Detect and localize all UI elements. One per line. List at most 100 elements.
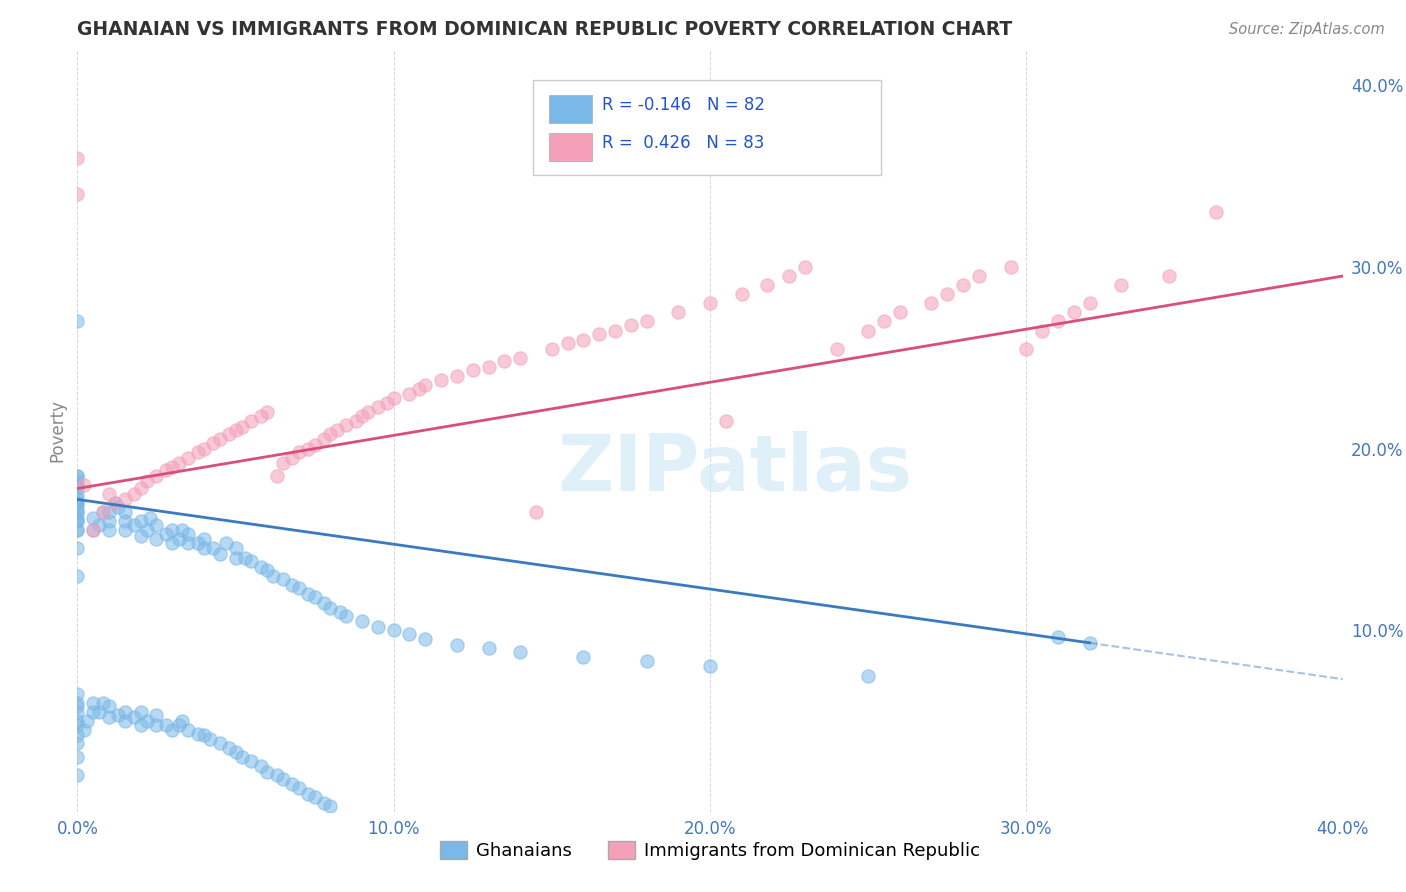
Point bbox=[66, 728, 89, 742]
Point bbox=[129, 705, 152, 719]
Point bbox=[114, 505, 136, 519]
Point bbox=[731, 287, 754, 301]
Point bbox=[66, 314, 89, 328]
Point bbox=[107, 708, 129, 723]
Point bbox=[250, 409, 273, 423]
Point bbox=[66, 714, 89, 728]
Point bbox=[91, 505, 114, 519]
Point bbox=[509, 645, 531, 659]
Point bbox=[297, 442, 319, 456]
Point bbox=[921, 296, 943, 310]
Point bbox=[271, 772, 294, 786]
Point bbox=[66, 487, 89, 501]
Point bbox=[218, 427, 240, 442]
Point bbox=[98, 505, 120, 519]
Point bbox=[699, 659, 721, 673]
Point bbox=[1078, 636, 1101, 650]
Point bbox=[170, 714, 193, 728]
Point bbox=[572, 333, 595, 347]
Point bbox=[129, 717, 152, 731]
Point bbox=[145, 468, 167, 483]
Point bbox=[89, 705, 111, 719]
Point bbox=[162, 723, 183, 737]
Point bbox=[162, 536, 183, 550]
Point bbox=[304, 438, 326, 452]
Point bbox=[124, 710, 146, 724]
Point bbox=[477, 641, 501, 656]
Point bbox=[446, 368, 468, 383]
Point bbox=[605, 324, 627, 338]
Point bbox=[413, 632, 436, 647]
Point bbox=[256, 405, 278, 419]
Point bbox=[177, 527, 200, 541]
Point bbox=[200, 732, 222, 747]
Point bbox=[408, 382, 430, 396]
Point bbox=[66, 687, 89, 701]
Point bbox=[319, 601, 342, 615]
Point bbox=[250, 559, 273, 574]
Point bbox=[344, 414, 367, 428]
Point bbox=[129, 514, 152, 528]
Point bbox=[319, 427, 342, 442]
Point bbox=[524, 505, 547, 519]
Text: R =  0.426   N = 83: R = 0.426 N = 83 bbox=[603, 134, 765, 152]
Point bbox=[620, 318, 643, 332]
Point bbox=[215, 536, 238, 550]
Point bbox=[231, 750, 253, 764]
Point bbox=[139, 510, 162, 524]
Point bbox=[66, 492, 89, 507]
Point bbox=[477, 359, 501, 374]
Point bbox=[398, 627, 420, 641]
Point bbox=[129, 529, 152, 543]
Point bbox=[73, 478, 96, 492]
Point bbox=[66, 523, 89, 537]
Point bbox=[240, 414, 263, 428]
Point bbox=[114, 492, 136, 507]
Point bbox=[66, 505, 89, 519]
Point bbox=[202, 541, 225, 556]
Point bbox=[233, 550, 256, 565]
Point bbox=[66, 514, 89, 528]
Point bbox=[193, 442, 215, 456]
Point bbox=[288, 582, 311, 596]
Legend: Ghanaians, Immigrants from Dominican Republic: Ghanaians, Immigrants from Dominican Rep… bbox=[433, 834, 987, 868]
Point bbox=[170, 523, 193, 537]
Point bbox=[193, 728, 215, 742]
Point bbox=[208, 547, 231, 561]
Point bbox=[312, 796, 335, 810]
Point bbox=[76, 714, 98, 728]
Point bbox=[193, 541, 215, 556]
Point bbox=[145, 533, 167, 547]
Point bbox=[699, 296, 721, 310]
Text: GHANAIAN VS IMMIGRANTS FROM DOMINICAN REPUBLIC POVERTY CORRELATION CHART: GHANAIAN VS IMMIGRANTS FROM DOMINICAN RE… bbox=[77, 21, 1012, 39]
Point bbox=[398, 387, 420, 401]
Point bbox=[66, 523, 89, 537]
Point bbox=[66, 768, 89, 782]
Point bbox=[304, 790, 326, 805]
Point bbox=[66, 696, 89, 710]
Point bbox=[98, 523, 120, 537]
Point bbox=[557, 336, 579, 351]
Point bbox=[124, 487, 146, 501]
Point bbox=[271, 456, 294, 470]
Point bbox=[66, 510, 89, 524]
Point bbox=[66, 478, 89, 492]
Point bbox=[572, 650, 595, 665]
Point bbox=[155, 463, 177, 477]
Point bbox=[167, 717, 190, 731]
Point bbox=[256, 764, 278, 779]
Point bbox=[135, 714, 157, 728]
Point bbox=[91, 505, 114, 519]
Point bbox=[1157, 268, 1180, 283]
Point bbox=[357, 405, 380, 419]
Point bbox=[319, 799, 342, 814]
Point bbox=[1046, 314, 1069, 328]
Point bbox=[73, 723, 96, 737]
Point bbox=[98, 514, 120, 528]
Point bbox=[288, 445, 311, 459]
Point bbox=[135, 475, 157, 489]
Point bbox=[636, 654, 658, 668]
Point bbox=[186, 726, 209, 740]
Point bbox=[66, 568, 89, 582]
Text: Source: ZipAtlas.com: Source: ZipAtlas.com bbox=[1229, 22, 1385, 37]
